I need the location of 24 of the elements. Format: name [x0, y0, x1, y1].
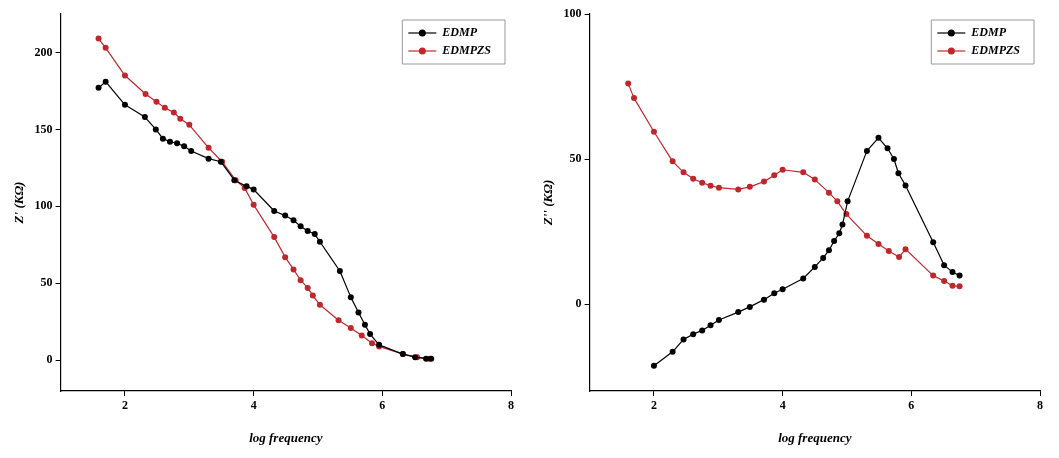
x-axis-title: log frequency	[778, 429, 852, 445]
legend-label: EDMPZS	[441, 43, 492, 58]
y-tick-label: 200	[34, 44, 53, 59]
x-tick-label: 6	[908, 398, 915, 413]
x-tick-label: 4	[779, 398, 786, 413]
x-tick-label: 8	[508, 398, 514, 413]
legend-label: EDMP	[441, 25, 478, 40]
y-tick-label: 0	[46, 352, 53, 367]
legend-label: EDMP	[970, 25, 1007, 40]
y-tick-label: 0	[575, 296, 582, 311]
x-tick-label: 6	[379, 398, 386, 413]
x-axis-title: log frequency	[249, 429, 323, 445]
y-tick-label: 50	[569, 151, 582, 166]
y-tick-label: 50	[40, 275, 53, 290]
legend-label: EDMPZS	[970, 43, 1021, 58]
y-tick-label: 150	[34, 121, 53, 136]
y-tick-label: 100	[563, 6, 582, 21]
x-tick-label: 2	[650, 398, 657, 413]
y-axis-title: Z'' (KΩ)	[540, 179, 556, 227]
x-tick-label: 2	[121, 398, 128, 413]
y-axis-title: Z' (KΩ)	[11, 181, 27, 225]
y-tick-label: 100	[34, 198, 53, 213]
x-tick-label: 8	[1037, 398, 1043, 413]
x-tick-label: 4	[250, 398, 257, 413]
